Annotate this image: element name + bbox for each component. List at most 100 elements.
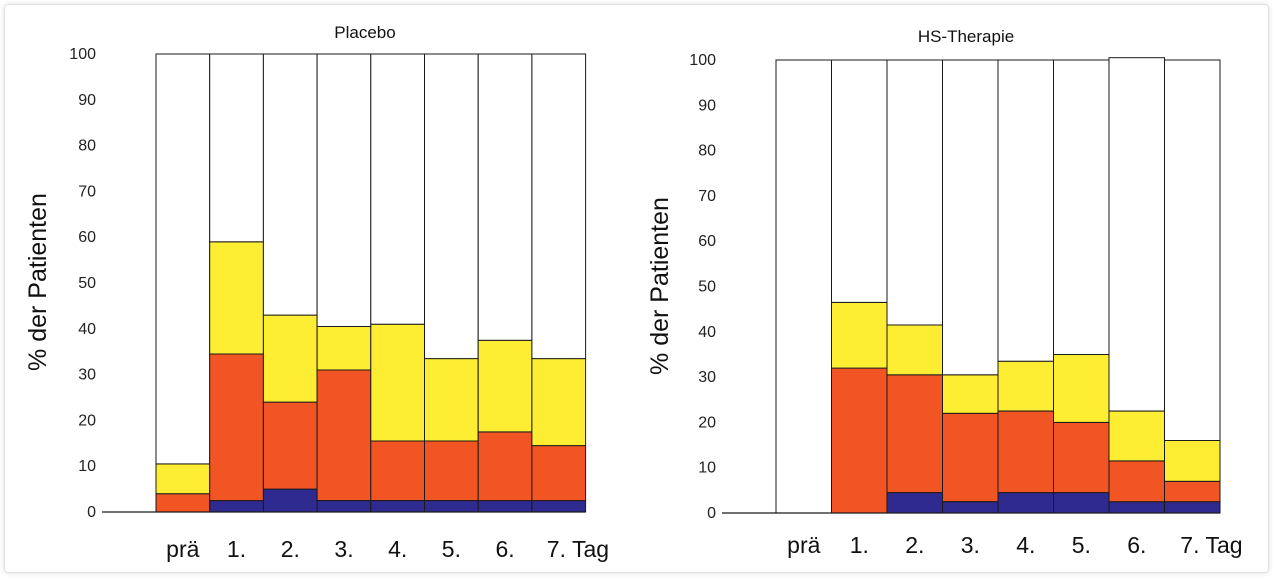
- bar-segment-high: [477, 339, 533, 433]
- bar-segment-high: [424, 358, 479, 442]
- bar-segment-high: [1053, 354, 1110, 423]
- bar-segment-low: [942, 501, 999, 514]
- x-tick-label: 3.: [334, 536, 353, 562]
- x-tick-label: 1.: [850, 532, 869, 558]
- chart-title: HS-Therapie: [918, 27, 1014, 46]
- y-tick-label: 40: [78, 321, 96, 338]
- y-tick-label: 40: [698, 324, 716, 341]
- x-tick-label: 1.: [227, 536, 246, 562]
- y-tick-label: 100: [689, 52, 716, 69]
- bar-segment-high: [942, 374, 999, 414]
- y-tick-label: 0: [87, 504, 96, 521]
- y-tick-label: 50: [78, 275, 96, 292]
- bar-segment-high: [370, 323, 425, 442]
- bar-segment-high: [531, 358, 587, 447]
- y-tick-label: 90: [698, 97, 716, 114]
- y-tick-label: 10: [698, 460, 716, 477]
- bar-segment-mid: [886, 374, 943, 494]
- x-tick-label: 7. Tag: [1180, 532, 1242, 558]
- bar-segment-mid: [997, 410, 1054, 494]
- bar-segment-mid: [831, 367, 888, 514]
- bar-segment-low: [477, 500, 533, 513]
- bar-segment-none: [477, 53, 533, 341]
- bar-segment-mid: [1108, 460, 1165, 503]
- x-tick-label: 2.: [905, 532, 924, 558]
- bar-segment-mid: [424, 440, 479, 501]
- bar-segment-mid: [942, 412, 999, 503]
- bar-segment-mid: [531, 445, 587, 502]
- x-tick-label: prä: [787, 532, 820, 558]
- y-tick-label: 90: [78, 92, 96, 109]
- x-tick-label: 4.: [388, 536, 407, 562]
- y-axis-label: % der Patienten: [24, 193, 52, 371]
- bar-segment-high: [831, 301, 888, 369]
- bar-segment-none: [886, 59, 943, 326]
- y-tick-label: 100: [69, 46, 96, 63]
- bar-segment-low: [209, 500, 264, 513]
- y-tick-label: 0: [707, 505, 716, 522]
- y-tick-label: 30: [698, 369, 716, 386]
- bar-segment-none: [155, 53, 211, 465]
- bar-segment-low: [1053, 492, 1110, 514]
- x-tick-label: 3.: [961, 532, 980, 558]
- x-tick-label: 6.: [496, 536, 515, 562]
- y-tick-label: 50: [698, 279, 716, 296]
- bar-segment-mid: [477, 431, 533, 502]
- bar-segment-none: [531, 53, 587, 360]
- bar-segment-none: [1164, 59, 1221, 441]
- placebo-chart: Placebo % der Patienten prä 1. 2. 3. 4. 5. 6. 7…: [24, 23, 609, 562]
- bar-segment-low: [531, 500, 587, 513]
- bar-segment-high: [209, 241, 264, 355]
- bar-segment-low: [886, 492, 943, 514]
- y-tick-label: 70: [78, 183, 96, 200]
- hs-therapie-chart: HS-Therapie % der Patienten prä 1. 2. 3. 4. 5…: [646, 27, 1243, 558]
- bar-segment-mid: [155, 493, 211, 513]
- bar-segment-high: [886, 324, 943, 376]
- bar-segment-low: [1108, 501, 1165, 514]
- bar-segment-high: [316, 326, 372, 371]
- bar-segment-low: [316, 500, 372, 513]
- bar-segment-mid: [1164, 480, 1221, 503]
- bar-segment-low: [424, 500, 479, 513]
- y-tick-label: 10: [78, 458, 96, 475]
- bar-segment-none: [1108, 57, 1165, 412]
- y-tick-label: 80: [78, 138, 96, 155]
- bar-segment-high: [155, 463, 211, 495]
- bar-segment-high: [1164, 440, 1221, 482]
- bar-segment-none: [209, 53, 264, 243]
- x-tick-label: 5.: [1072, 532, 1091, 558]
- bar-segment-low: [262, 488, 318, 513]
- bar-segment-low: [997, 492, 1054, 514]
- x-tick-label: 6.: [1127, 532, 1146, 558]
- bar-segment-low: [370, 500, 425, 513]
- bar-segment-high: [262, 314, 318, 403]
- bar-segment-none: [424, 53, 479, 360]
- y-tick-label: 80: [698, 143, 716, 160]
- x-tick-label: 7. Tag: [547, 536, 609, 562]
- bar-segment-none: [262, 53, 318, 316]
- bar-segment-none: [1053, 59, 1110, 355]
- bar-segment-mid: [316, 369, 372, 501]
- x-tick-label: 2.: [281, 536, 300, 562]
- x-tick-label: prä: [166, 536, 199, 562]
- x-tick-label: 5.: [442, 536, 461, 562]
- bar-segment-mid: [209, 353, 264, 502]
- bar-segment-low: [1164, 501, 1221, 514]
- bar-segment-none: [316, 53, 372, 327]
- x-tick-label: 4.: [1016, 532, 1035, 558]
- bar-segment-high: [997, 360, 1054, 412]
- bar-segment-none: [831, 59, 888, 303]
- y-tick-label: 60: [698, 233, 716, 250]
- bar-segment-high: [1108, 410, 1165, 462]
- y-tick-label: 20: [698, 414, 716, 431]
- bar-segment-none: [942, 59, 999, 376]
- y-tick-label: 70: [698, 188, 716, 205]
- chart-title: Placebo: [334, 23, 395, 42]
- y-tick-label: 60: [78, 229, 96, 246]
- y-tick-label: 30: [78, 367, 96, 384]
- bar-segment-mid: [262, 401, 318, 490]
- y-tick-label: 20: [78, 412, 96, 429]
- y-axis-label: % der Patienten: [646, 197, 674, 375]
- bar-segment-mid: [1053, 421, 1110, 494]
